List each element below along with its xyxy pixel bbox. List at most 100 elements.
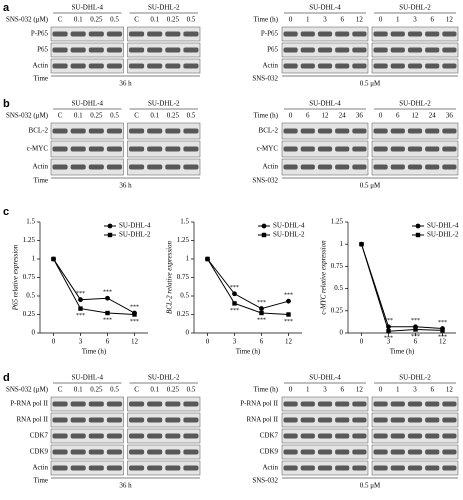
- blot-strip: [127, 412, 201, 428]
- blot-band: [442, 417, 457, 423]
- significance: ***: [230, 285, 239, 291]
- blot-band: [147, 164, 163, 170]
- lane-label: 36: [356, 112, 364, 120]
- blot-band: [352, 31, 367, 37]
- blot-band: [300, 146, 315, 152]
- blot-band: [52, 31, 68, 37]
- y-axis-label: BCL-2 relative expression: [166, 241, 174, 314]
- blot-band: [352, 417, 367, 423]
- footer-value: 36 h: [119, 80, 132, 88]
- footer-label: Time: [33, 75, 48, 83]
- blot-band: [70, 63, 86, 69]
- blot-band: [283, 31, 298, 37]
- blot-band: [373, 417, 388, 423]
- blot-band: [373, 47, 388, 53]
- blot-band: [183, 465, 199, 471]
- blot-band: [300, 63, 315, 69]
- blot-band: [106, 31, 122, 37]
- blot-band: [88, 146, 104, 152]
- group-label: SU-DHL-4: [72, 4, 104, 12]
- blot-band: [106, 433, 122, 439]
- legend-marker: [415, 223, 421, 229]
- blot-band: [283, 47, 298, 53]
- lane-header: SNS-032 (μM): [6, 386, 49, 394]
- blot-strip: [50, 396, 124, 412]
- point: [386, 329, 391, 334]
- point: [259, 310, 264, 316]
- blot-band: [317, 146, 333, 152]
- blot-band: [317, 63, 333, 69]
- point: [132, 312, 137, 317]
- row-label: Actin: [32, 464, 48, 472]
- blot-band: [283, 449, 298, 455]
- blot-band: [165, 146, 181, 152]
- y-tick-label: 0.75: [23, 273, 36, 281]
- lane-label: C: [58, 112, 63, 120]
- blot-band: [373, 401, 388, 407]
- lane-label: 0.25: [167, 16, 180, 24]
- x-tick-label: 0: [360, 338, 364, 346]
- footer-value: 0.5 μM: [360, 80, 381, 88]
- x-tick-label: 12: [131, 338, 139, 346]
- lane-label: 0.5: [110, 16, 119, 24]
- blot-band: [129, 164, 145, 170]
- blot-band: [129, 47, 145, 53]
- point: [105, 295, 110, 301]
- footer-value: 36 h: [119, 182, 132, 190]
- lane-label: 0.1: [150, 16, 159, 24]
- blot-band: [106, 128, 122, 134]
- blot-band: [106, 146, 122, 152]
- blot-strip: [127, 58, 201, 74]
- y-tick-label: 0.25: [331, 306, 344, 314]
- blot-band: [425, 401, 440, 407]
- blot-band: [147, 401, 163, 407]
- blot-band: [70, 128, 86, 134]
- blot-band: [425, 449, 440, 455]
- blot-band: [352, 146, 367, 152]
- blot-band: [165, 401, 181, 407]
- lane-label: 0.1: [74, 112, 83, 120]
- y-tick-label: 1.5: [180, 218, 189, 226]
- lane-label: 12: [356, 16, 364, 24]
- blot-band: [300, 47, 315, 53]
- x-tick-label: 0: [206, 338, 210, 346]
- blot-strip: [127, 42, 201, 58]
- blot-band: [425, 47, 440, 53]
- footer-value: 0.5 μM: [360, 182, 381, 190]
- point: [413, 327, 418, 332]
- blot-band: [352, 47, 367, 53]
- blot-band: [442, 401, 457, 407]
- point: [78, 297, 83, 303]
- blot-strip: [127, 158, 201, 176]
- blot-band: [70, 465, 86, 471]
- blot-band: [407, 47, 423, 53]
- y-tick-label: 1.5: [26, 218, 35, 226]
- blot-band: [165, 417, 181, 423]
- blot-band: [352, 63, 367, 69]
- significance: ***: [438, 335, 447, 341]
- blot-band: [335, 128, 350, 134]
- blot-band: [425, 146, 440, 152]
- point: [105, 310, 110, 316]
- lane-label: 3: [323, 16, 327, 24]
- blot-band: [390, 449, 405, 455]
- blot-band: [317, 465, 333, 471]
- blot-strip: [127, 428, 201, 444]
- blot-band: [390, 465, 405, 471]
- blot-band: [106, 63, 122, 69]
- blot-band: [70, 417, 86, 423]
- blot-band: [335, 465, 350, 471]
- blot-band: [425, 465, 440, 471]
- blot-band: [165, 449, 181, 455]
- significance: ***: [103, 317, 112, 323]
- group-label: SU-DHL-4: [72, 374, 104, 382]
- lane-label: 0.5: [187, 386, 196, 394]
- blot-band: [442, 449, 457, 455]
- blot-band: [300, 417, 315, 423]
- blot-band: [183, 128, 199, 134]
- blot-strip: [50, 42, 124, 58]
- y-axis-label: P65 relative expression: [12, 244, 20, 311]
- blot-band: [317, 31, 333, 37]
- group-label: SU-DHL-2: [399, 374, 431, 382]
